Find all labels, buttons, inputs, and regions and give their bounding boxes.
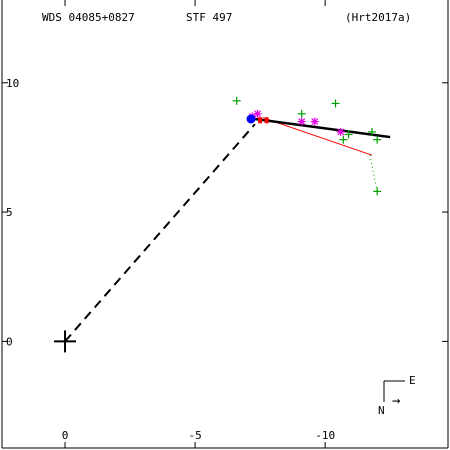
square-point bbox=[264, 117, 269, 124]
asterisk-point bbox=[310, 117, 319, 126]
plus-point bbox=[373, 187, 382, 196]
plus-point bbox=[367, 127, 376, 136]
faint-track-line bbox=[368, 152, 378, 192]
system-label: WDS 04085+0827 bbox=[42, 11, 135, 24]
plus-point bbox=[331, 99, 340, 108]
y-tick-label: 0 bbox=[6, 335, 13, 348]
asterisk-point-d2 bbox=[311, 118, 319, 125]
fit-lines bbox=[64, 117, 391, 343]
square-point bbox=[258, 117, 263, 124]
circle-point bbox=[246, 114, 256, 124]
x-tick-label: -5 bbox=[188, 429, 201, 442]
asterisk-point bbox=[297, 117, 306, 126]
axis-tick-labels: -10 -5 0 10 5 0 bbox=[6, 77, 335, 442]
orbit-fit-line bbox=[254, 117, 391, 139]
orientation-indicator: E N → bbox=[378, 374, 416, 417]
y-tick-label: 5 bbox=[6, 206, 13, 219]
east-label: E bbox=[409, 374, 416, 387]
plus-point bbox=[373, 135, 382, 144]
plus-point bbox=[344, 130, 353, 139]
discoverer-label: STF 497 bbox=[186, 11, 232, 24]
plus-point bbox=[339, 135, 348, 144]
asterisk-point bbox=[336, 127, 345, 136]
asterisk-point-d2 bbox=[298, 118, 306, 125]
data-points bbox=[232, 96, 382, 196]
primary-star-marker bbox=[54, 330, 77, 353]
asterisk-point-d2 bbox=[337, 128, 345, 136]
plus-point bbox=[297, 109, 306, 118]
primary-to-companion-dashed-line bbox=[64, 123, 256, 343]
x-tick-label: 0 bbox=[62, 429, 69, 442]
plus-point bbox=[232, 96, 241, 105]
reference-label: (Hrt2017a) bbox=[345, 11, 411, 24]
y-tick-label: 10 bbox=[6, 77, 19, 90]
x-tick-label: -10 bbox=[315, 429, 335, 442]
motion-arrow-icon: → bbox=[392, 393, 400, 409]
red-fit-line bbox=[262, 117, 373, 156]
north-label: N bbox=[378, 404, 385, 417]
